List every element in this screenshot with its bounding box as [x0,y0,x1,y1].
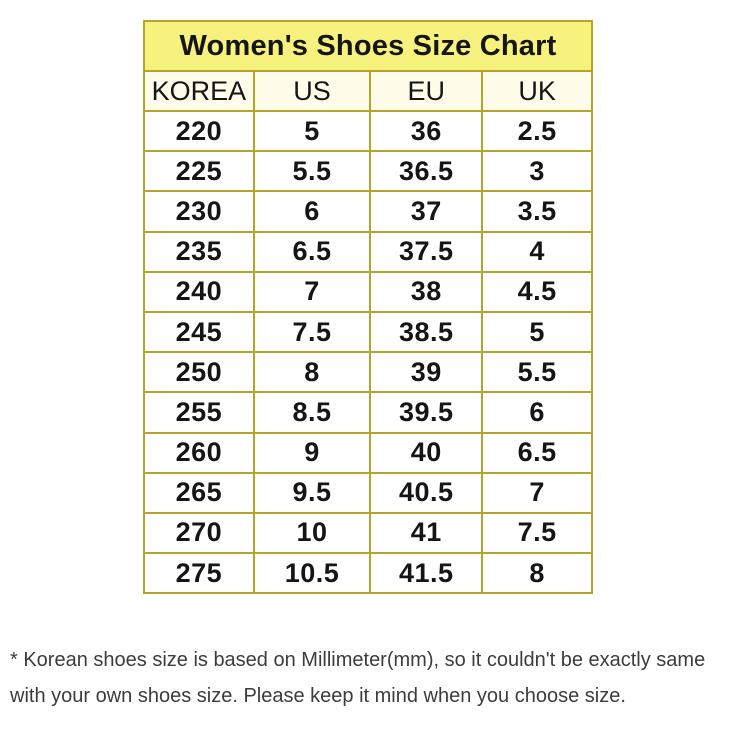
chart-title: Women's Shoes Size Chart [143,20,593,72]
table-row: 230 6 37 3.5 [143,190,593,233]
size-table-body: 220 5 36 2.5 225 5.5 36.5 3 230 6 37 3.5 235 6.5 37.5 4… [143,109,593,595]
table-row: 275 10.5 41.5 8 [143,552,593,595]
size-cell: 37.5 [369,230,484,273]
size-cell: 10 [252,511,372,555]
table-row: 245 7.5 38.5 5 [143,310,593,354]
size-cell: 41 [369,511,484,555]
header-row: KOREA US EU UK [143,70,593,112]
column-header-eu: EU [369,70,484,112]
size-cell: 8 [252,351,372,394]
size-cell: 275 [143,552,255,595]
size-cell: 39.5 [369,391,484,434]
size-cell: 40.5 [369,471,484,514]
table-row: 235 6.5 37.5 4 [143,230,593,273]
size-cell: 5 [252,109,372,153]
size-cell: 40 [369,431,484,474]
size-cell: 38 [369,270,484,313]
size-cell: 37 [369,190,484,233]
size-cell: 235 [143,230,255,273]
size-cell: 5.5 [481,351,593,394]
size-cell: 6.5 [481,431,593,474]
size-cell: 36.5 [369,150,484,193]
size-cell: 8 [481,552,593,595]
footnote: * Korean shoes size is based on Millimet… [10,649,706,707]
table-row: 240 7 38 4.5 [143,270,593,313]
size-cell: 4.5 [481,270,593,313]
size-cell: 265 [143,471,255,514]
size-cell: 4 [481,230,593,273]
size-cell: 5 [481,310,593,354]
size-cell: 225 [143,150,255,193]
table-row: 270 10 41 7.5 [143,511,593,555]
size-cell: 6 [252,190,372,233]
size-cell: 8.5 [252,391,372,434]
size-cell: 255 [143,391,255,434]
size-cell: 250 [143,351,255,394]
size-chart-table: Women's Shoes Size Chart KOREA US EU UK … [143,20,593,595]
table-row: 265 9.5 40.5 7 [143,471,593,514]
size-cell: 5.5 [252,150,372,193]
size-cell: 3 [481,150,593,193]
size-cell: 3.5 [481,190,593,233]
size-cell: 38.5 [369,310,484,354]
column-header-us: US [252,70,372,112]
size-cell: 7.5 [252,310,372,354]
size-cell: 36 [369,109,484,153]
size-cell: 6.5 [252,230,372,273]
title-row: Women's Shoes Size Chart [143,20,593,72]
size-cell: 2.5 [481,109,593,153]
size-cell: 240 [143,270,255,313]
size-cell: 7 [252,270,372,313]
column-header-korea: KOREA [143,70,255,112]
size-cell: 10.5 [252,552,372,595]
size-cell: 245 [143,310,255,354]
size-cell: 7 [481,471,593,514]
table-row: 220 5 36 2.5 [143,109,593,153]
size-cell: 9 [252,431,372,474]
table-row: 250 8 39 5.5 [143,351,593,394]
table-row: 255 8.5 39.5 6 [143,391,593,434]
size-cell: 39 [369,351,484,394]
table-row: 260 9 40 6.5 [143,431,593,474]
table-row: 225 5.5 36.5 3 [143,150,593,193]
size-cell: 260 [143,431,255,474]
size-cell: 41.5 [369,552,484,595]
size-cell: 6 [481,391,593,434]
size-cell: 270 [143,511,255,555]
column-header-uk: UK [481,70,593,112]
size-cell: 9.5 [252,471,372,514]
size-cell: 220 [143,109,255,153]
size-cell: 7.5 [481,511,593,555]
size-cell: 230 [143,190,255,233]
